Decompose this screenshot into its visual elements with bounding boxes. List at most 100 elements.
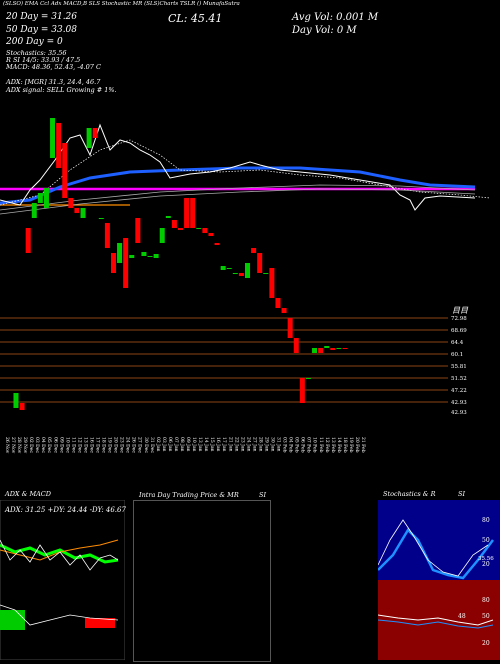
stoch-suffix: SI: [458, 490, 466, 498]
date-label: 31 Jan: [276, 437, 282, 452]
candle: [25, 228, 31, 253]
gray-band-lower: [0, 188, 476, 215]
day-vol-label: Day Vol: 0 M: [292, 25, 357, 36]
candle: [141, 252, 147, 256]
date-label: 15 Jan: [209, 437, 215, 452]
candle: [104, 223, 110, 248]
price-level-label: 55.81: [451, 364, 467, 370]
macd-label: MACD: 48.36, 52.43, -4.07 C: [6, 63, 101, 71]
dotted-line: [0, 139, 491, 206]
date-label: 06 Feb: [300, 437, 306, 453]
date-label: 29 Jan: [263, 437, 269, 452]
candle: [153, 254, 159, 258]
price-level-label: 72.98: [451, 316, 467, 322]
price-level-label: 51.52: [451, 376, 467, 382]
date-label: 09 Jan: [185, 437, 191, 452]
candle: [305, 378, 311, 379]
candle: [226, 268, 232, 269]
date-label: 26 Nov: [4, 437, 10, 454]
ema50-label: 50 Day = 33.08: [6, 25, 78, 35]
date-label: 08 Jan: [179, 437, 185, 452]
date-label: 29 Nov: [22, 437, 28, 454]
rsi-tick-48: 48: [458, 613, 466, 620]
date-label: 23 Jan: [239, 437, 245, 452]
candle: [43, 188, 49, 208]
date-label: 10 Dec: [64, 437, 70, 453]
date-label: 21 Jan: [227, 437, 233, 452]
intraday-suffix: SI: [259, 491, 267, 499]
date-label: 10 Feb: [312, 437, 318, 453]
date-label: 07 Jan: [173, 437, 179, 452]
adx-signal-label: ADX signal: SELL Growing # 1%.: [6, 86, 117, 94]
candle: [37, 193, 43, 203]
candle: [159, 228, 165, 243]
blue-ema-line: [0, 166, 476, 205]
rsi-blue-line: [377, 619, 494, 629]
candle: [342, 348, 348, 349]
intraday-title: Intra Day Trading Price & MR: [139, 491, 239, 499]
candle: [318, 348, 324, 353]
avg-vol-label: Avg Vol: 0.001 M: [292, 12, 379, 23]
candle: [13, 393, 19, 408]
date-label: 18 Dec: [101, 437, 107, 453]
date-label: 04 Dec: [40, 437, 46, 453]
date-label: 19 Feb: [348, 437, 354, 453]
rsi-white-line: [377, 614, 494, 626]
date-label: 18 Feb: [342, 437, 348, 453]
rsi-tick-80: 80: [482, 597, 490, 604]
adx-green-line: [0, 543, 119, 564]
candle: [74, 208, 80, 213]
date-label: 23 Dec: [119, 437, 125, 453]
date-label: 22 Jan: [233, 437, 239, 452]
candle: [293, 338, 299, 353]
scale-label: 目目: [452, 306, 468, 315]
ema-lines: [0, 123, 491, 215]
date-label: 17 Dec: [95, 437, 101, 453]
date-label: 02 Jan: [155, 437, 161, 452]
candle: [214, 243, 220, 245]
candle: [336, 348, 342, 349]
price-level-label: 47.22: [451, 388, 467, 394]
candle: [129, 255, 135, 258]
price-level-label: 42.93: [451, 400, 467, 406]
white-price-line: [0, 123, 476, 211]
stoch-white-line: [377, 519, 489, 577]
date-label: 28 Jan: [257, 437, 263, 452]
candle: [184, 198, 190, 228]
candle: [123, 238, 129, 288]
date-label: 24 Jan: [245, 437, 251, 452]
date-label: 05 Dec: [46, 437, 52, 453]
candle: [98, 218, 104, 219]
price-level-labels: 72.98 68.69 64.4 60.1 55.81 51.52 47.22 42.93 42…: [451, 316, 467, 416]
date-label: 14 Jan: [203, 437, 209, 452]
candle: [110, 253, 116, 273]
date-label: 09 Dec: [58, 437, 64, 453]
candle: [263, 273, 269, 274]
adx-label: ADX: [MGR] 31.3, 24.4, 46.7: [6, 78, 101, 86]
rsi-tick-50: 50: [482, 613, 490, 620]
candle: [269, 268, 275, 298]
date-label: 03 Dec: [34, 437, 40, 453]
date-label: 20 Dec: [113, 437, 119, 453]
candle: [257, 253, 263, 273]
date-label: 04 Feb: [288, 437, 294, 453]
candle: [80, 208, 86, 218]
candle: [19, 403, 25, 410]
intraday-panel: Intra Day Trading Price & MR SI: [133, 491, 271, 662]
candle: [117, 243, 123, 263]
price-hlines: [0, 317, 448, 403]
candle: [275, 298, 281, 308]
rsi-tick-20: 20: [482, 640, 490, 647]
date-label: 19 Dec: [107, 437, 113, 453]
adx-macd-panel: ADX & MACD ADX: 31.25 +DY: 24.44 -DY: 46…: [0, 490, 126, 660]
date-label: 05 Feb: [294, 437, 300, 453]
rsi-label: R SI 14/5: 33.93 / 47.5: [6, 56, 81, 64]
candle: [287, 318, 293, 338]
adx-values-label: ADX: 31.25 +DY: 24.44 -DY: 46.67: [5, 506, 126, 514]
date-label: 13 Feb: [330, 437, 336, 453]
date-labels: 26 Nov 27 Nov 28 Nov 29 Nov 02 Dec 03 Dec 04 D…: [4, 437, 366, 454]
date-label: 07 Feb: [306, 437, 312, 453]
candle: [62, 143, 68, 198]
candles: [13, 118, 348, 410]
